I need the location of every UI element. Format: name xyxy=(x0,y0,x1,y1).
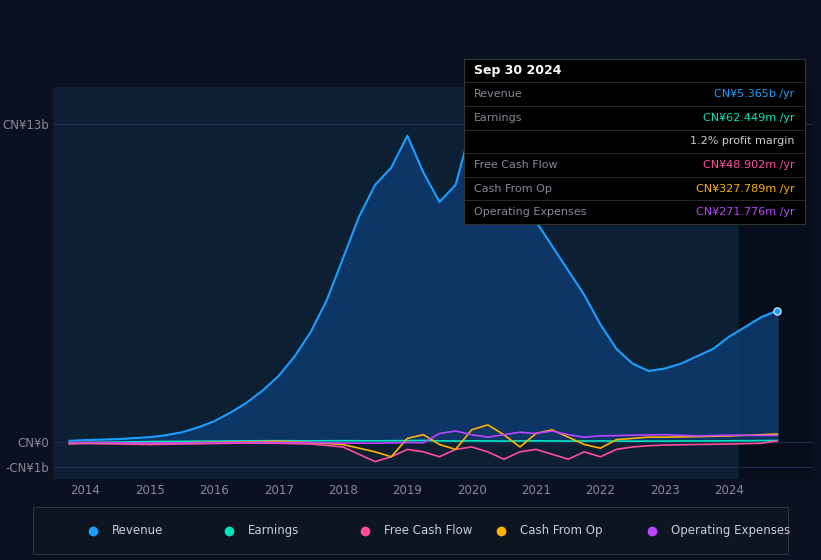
Text: CN¥271.776m /yr: CN¥271.776m /yr xyxy=(695,207,795,217)
Text: CN¥327.789m /yr: CN¥327.789m /yr xyxy=(695,184,795,194)
Text: Revenue: Revenue xyxy=(112,524,163,537)
Bar xyxy=(739,87,813,479)
Text: CN¥5.365b /yr: CN¥5.365b /yr xyxy=(714,89,795,99)
Text: Free Cash Flow: Free Cash Flow xyxy=(384,524,472,537)
Text: Sep 30 2024: Sep 30 2024 xyxy=(474,64,562,77)
Text: CN¥62.449m /yr: CN¥62.449m /yr xyxy=(703,113,795,123)
Text: Free Cash Flow: Free Cash Flow xyxy=(474,160,557,170)
Text: Earnings: Earnings xyxy=(248,524,300,537)
Text: Earnings: Earnings xyxy=(474,113,523,123)
Text: CN¥48.902m /yr: CN¥48.902m /yr xyxy=(703,160,795,170)
Text: Operating Expenses: Operating Expenses xyxy=(671,524,791,537)
Text: Revenue: Revenue xyxy=(474,89,523,99)
Text: Cash From Op: Cash From Op xyxy=(474,184,552,194)
Text: Cash From Op: Cash From Op xyxy=(520,524,603,537)
Text: Operating Expenses: Operating Expenses xyxy=(474,207,586,217)
Text: 1.2% profit margin: 1.2% profit margin xyxy=(690,137,795,146)
